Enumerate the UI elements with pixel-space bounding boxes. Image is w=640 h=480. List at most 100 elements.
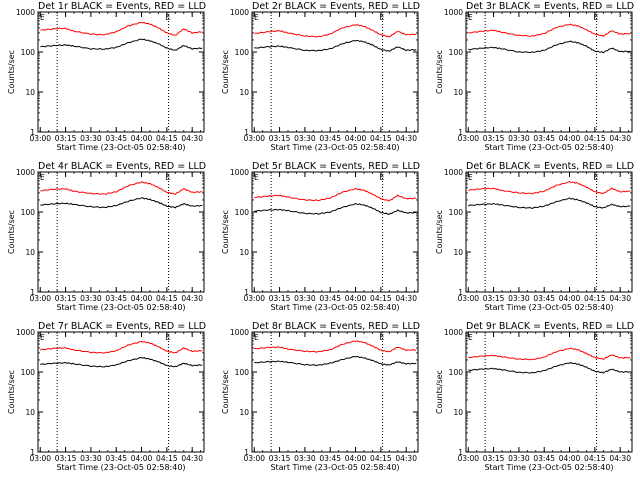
- x-tick-label: 03:00: [457, 454, 479, 463]
- series-line-events: [40, 38, 203, 51]
- y-tick-label: 10: [239, 248, 249, 257]
- x-tick-label: 04:15: [584, 454, 606, 463]
- x-tick-label: 04:00: [559, 134, 581, 143]
- detector-panel: Det 7r BLACK = Events, RED = LLD 1 10 100 10…: [7, 321, 206, 472]
- x-tick-label: 03:15: [269, 134, 291, 143]
- y-tick-label: 10: [453, 408, 463, 417]
- x-tick-label: 04:00: [131, 454, 153, 463]
- flag-label: E: [254, 13, 259, 22]
- x-tick-label: 03:45: [533, 454, 555, 463]
- flag-label: E: [380, 13, 385, 22]
- panel-title: Det 5r BLACK = Events, RED = LLD: [252, 161, 420, 172]
- axes-frame: [251, 11, 419, 133]
- y-tick-label: 1: [244, 128, 249, 137]
- y-tick-label: 10: [25, 248, 35, 257]
- y-tick-label: 1: [30, 128, 35, 137]
- x-tick-label: 03:45: [533, 294, 555, 303]
- y-axis-label: Counts/sec: [7, 50, 16, 94]
- x-tick-label: 04:00: [559, 294, 581, 303]
- x-tick-label: 04:00: [345, 294, 367, 303]
- flag-label: E: [594, 333, 599, 342]
- flag-label: E: [254, 173, 259, 182]
- series-line-events: [468, 40, 631, 54]
- series-line-events: [254, 355, 417, 367]
- axes-frame: [465, 171, 633, 293]
- series-line-lld: [254, 24, 417, 38]
- x-axis-label: Start Time (23-Oct-05 02:58:40): [56, 143, 185, 152]
- x-tick-label: 03:15: [55, 454, 77, 463]
- detector-panel: Det 6r BLACK = Events, RED = LLD 1 10 100 10…: [435, 161, 634, 312]
- y-tick-label: 10: [25, 408, 35, 417]
- x-tick-label: 03:00: [243, 134, 265, 143]
- flag-label: E: [468, 13, 473, 22]
- x-tick-label: 04:30: [395, 134, 417, 143]
- y-tick-label: 1: [458, 448, 463, 457]
- detector-panel: Det 2r BLACK = Events, RED = LLD 1 10 100 10…: [221, 1, 420, 152]
- y-tick-label: 100: [449, 48, 464, 57]
- y-tick-label: 1: [458, 128, 463, 137]
- x-tick-label: 03:15: [269, 454, 291, 463]
- y-tick-label: 1000: [444, 8, 463, 17]
- panel-title: Det 2r BLACK = Events, RED = LLD: [252, 1, 420, 12]
- x-tick-label: 04:00: [345, 454, 367, 463]
- x-axis-label: Start Time (23-Oct-05 02:58:40): [484, 143, 613, 152]
- panel-title: Det 3r BLACK = Events, RED = LLD: [466, 1, 634, 12]
- y-tick-label: 1: [30, 448, 35, 457]
- series-line-lld: [468, 347, 631, 361]
- series-line-lld: [254, 187, 417, 202]
- flag-label: E: [40, 13, 45, 22]
- y-tick-label: 1000: [230, 8, 249, 17]
- x-tick-label: 03:00: [29, 454, 51, 463]
- x-tick-label: 03:15: [483, 134, 505, 143]
- x-axis-label: Start Time (23-Oct-05 02:58:40): [484, 463, 613, 472]
- x-tick-label: 03:30: [80, 134, 102, 143]
- x-tick-label: 03:15: [55, 134, 77, 143]
- x-tick-label: 04:30: [609, 134, 631, 143]
- x-tick-label: 03:45: [105, 134, 127, 143]
- detector-panel: Det 1r BLACK = Events, RED = LLD 1 10 100 10…: [7, 1, 206, 152]
- x-tick-label: 04:15: [370, 134, 392, 143]
- flag-label: E: [166, 173, 171, 182]
- panel-title: Det 7r BLACK = Events, RED = LLD: [38, 321, 206, 332]
- x-axis-label: Start Time (23-Oct-05 02:58:40): [270, 143, 399, 152]
- series-line-lld: [40, 181, 203, 196]
- y-tick-label: 100: [449, 208, 464, 217]
- series-line-events: [40, 197, 203, 209]
- x-tick-label: 03:00: [457, 294, 479, 303]
- x-tick-label: 03:45: [319, 454, 341, 463]
- series-line-events: [254, 202, 417, 215]
- y-tick-label: 10: [239, 408, 249, 417]
- flag-label: E: [594, 173, 599, 182]
- x-tick-label: 04:15: [370, 294, 392, 303]
- x-tick-label: 03:00: [457, 134, 479, 143]
- y-tick-label: 1000: [444, 328, 463, 337]
- y-axis-label: Counts/sec: [221, 50, 230, 94]
- x-tick-label: 03:00: [243, 294, 265, 303]
- y-tick-label: 1: [244, 288, 249, 297]
- y-tick-label: 10: [25, 88, 35, 97]
- y-tick-label: 1: [30, 288, 35, 297]
- y-tick-label: 1000: [16, 8, 35, 17]
- x-tick-label: 04:15: [584, 294, 606, 303]
- y-axis-label: Counts/sec: [7, 210, 16, 254]
- x-tick-label: 03:30: [508, 134, 530, 143]
- x-tick-label: 03:30: [80, 294, 102, 303]
- y-axis-label: Counts/sec: [435, 210, 444, 254]
- x-tick-label: 03:30: [80, 454, 102, 463]
- x-tick-label: 03:30: [508, 294, 530, 303]
- y-tick-label: 1: [244, 448, 249, 457]
- axes-frame: [251, 331, 419, 453]
- x-tick-label: 04:00: [559, 454, 581, 463]
- detector-panel: Det 9r BLACK = Events, RED = LLD 1 10 100 10…: [435, 321, 634, 472]
- x-tick-label: 03:15: [483, 454, 505, 463]
- x-tick-label: 03:15: [55, 294, 77, 303]
- flag-label: E: [166, 13, 171, 22]
- flag-label: E: [468, 333, 473, 342]
- y-axis-label: Counts/sec: [221, 210, 230, 254]
- axes-frame: [37, 171, 205, 293]
- flag-label: E: [468, 173, 473, 182]
- detector-panel: Det 3r BLACK = Events, RED = LLD 1 10 100 10…: [435, 1, 634, 152]
- x-tick-label: 04:15: [156, 134, 178, 143]
- x-tick-label: 04:15: [156, 454, 178, 463]
- y-tick-label: 100: [21, 48, 36, 57]
